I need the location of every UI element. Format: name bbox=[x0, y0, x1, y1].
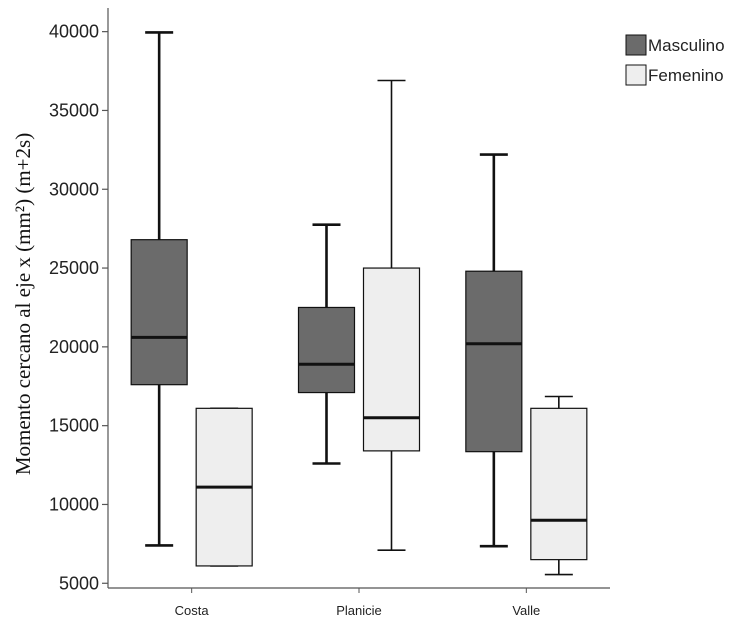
box-masculino-planicie bbox=[297, 223, 356, 465]
box-femenino-valle bbox=[530, 395, 588, 576]
y-tick-label: 40000 bbox=[49, 22, 99, 42]
legend-swatch bbox=[625, 64, 647, 86]
box-femenino-costa bbox=[195, 407, 253, 567]
x-tick-label: Planicie bbox=[336, 603, 382, 618]
legend-swatch bbox=[625, 34, 647, 56]
legend: Masculino Femenino bbox=[625, 34, 725, 86]
box-group bbox=[130, 31, 588, 576]
x-tick-label: Costa bbox=[175, 603, 210, 618]
iqr-box bbox=[465, 270, 523, 453]
iqr-box bbox=[130, 239, 188, 386]
iqr-box bbox=[297, 306, 356, 394]
y-tick-label: 30000 bbox=[49, 179, 99, 199]
y-tick-label: 10000 bbox=[49, 494, 99, 514]
legend-item-masculino: Masculino bbox=[625, 34, 725, 56]
y-tick-label: 25000 bbox=[49, 258, 99, 278]
y-tick-label: 5000 bbox=[59, 573, 99, 593]
x-tick-label: Valle bbox=[512, 603, 540, 618]
box-masculino-valle bbox=[465, 153, 523, 548]
legend-label: Masculino bbox=[648, 36, 725, 55]
y-tick-label: 15000 bbox=[49, 416, 99, 436]
iqr-box bbox=[530, 407, 588, 561]
y-tick-label: 20000 bbox=[49, 337, 99, 357]
legend-label: Femenino bbox=[648, 66, 724, 85]
iqr-box bbox=[362, 267, 421, 452]
legend-item-femenino: Femenino bbox=[625, 64, 724, 86]
axes: 5000 10000 15000 20000 25000 30000 35000 40000 C… bbox=[49, 8, 610, 618]
y-axis-label: Momento cercano al eje x (mm²) (m+2s) bbox=[11, 133, 35, 475]
box-masculino-costa bbox=[130, 31, 188, 547]
y-tick-label: 35000 bbox=[49, 100, 99, 120]
box-femenino-planicie bbox=[362, 79, 421, 551]
